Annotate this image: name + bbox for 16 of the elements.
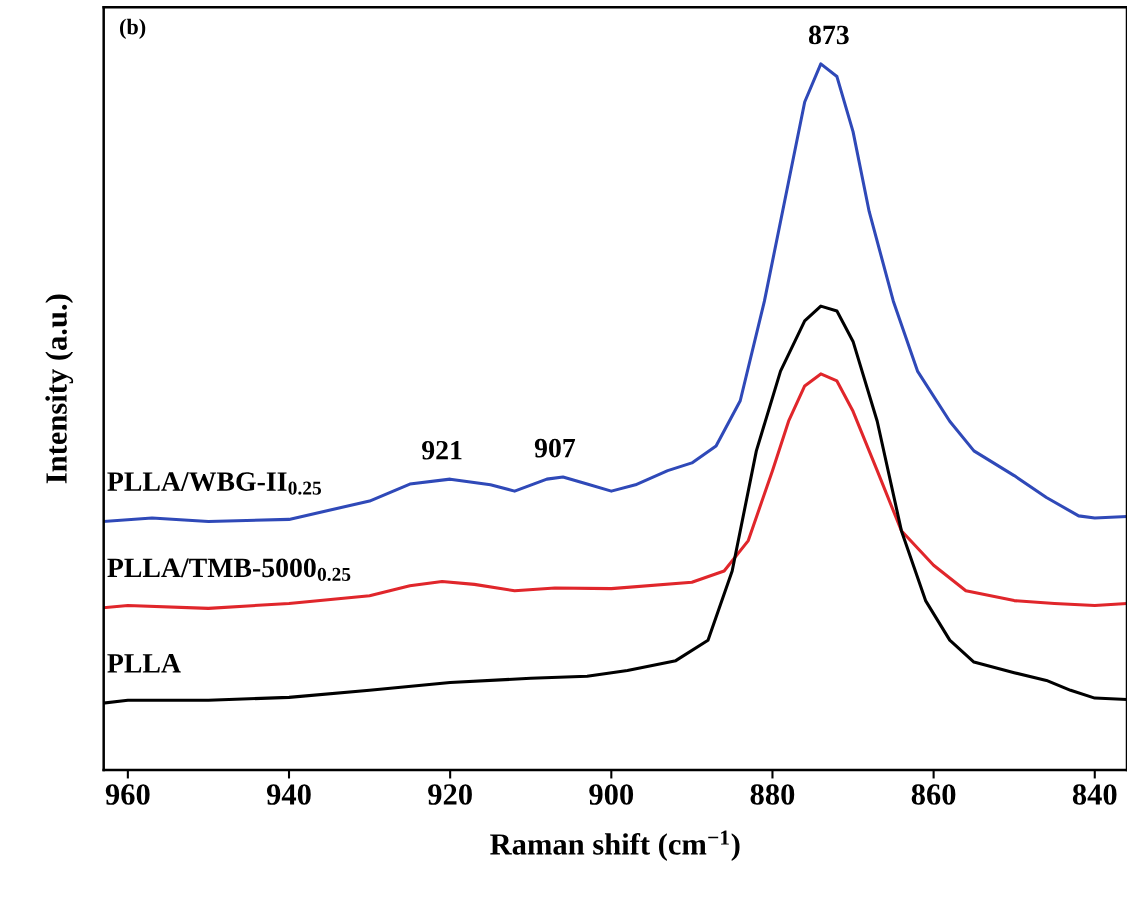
- x-tick-label: 840: [1072, 784, 1117, 805]
- series-label: PLLA/WBG-II$_{0.25}$: [107, 472, 322, 495]
- x-tick-label: 860: [911, 784, 956, 805]
- text: (b): [120, 18, 146, 39]
- series-label: PLLA: [107, 654, 181, 673]
- x-tick-label: 960: [105, 784, 150, 805]
- annotation: 907: [534, 438, 576, 458]
- y-axis-title: Intensity (a.u.): [45, 294, 74, 484]
- annotation: 921: [422, 440, 462, 460]
- x-axis-title: Raman shift (cm$^{−1}$): [490, 830, 740, 861]
- x-tick-label: 920: [428, 784, 472, 805]
- x-tick-label: 880: [750, 784, 795, 805]
- series-label: PLLA/TMB-5000$_{0.25}$: [107, 558, 351, 582]
- annotation: 873: [808, 25, 849, 45]
- x-tick-label: 900: [589, 784, 634, 805]
- x-tick-label: 940: [266, 784, 311, 805]
